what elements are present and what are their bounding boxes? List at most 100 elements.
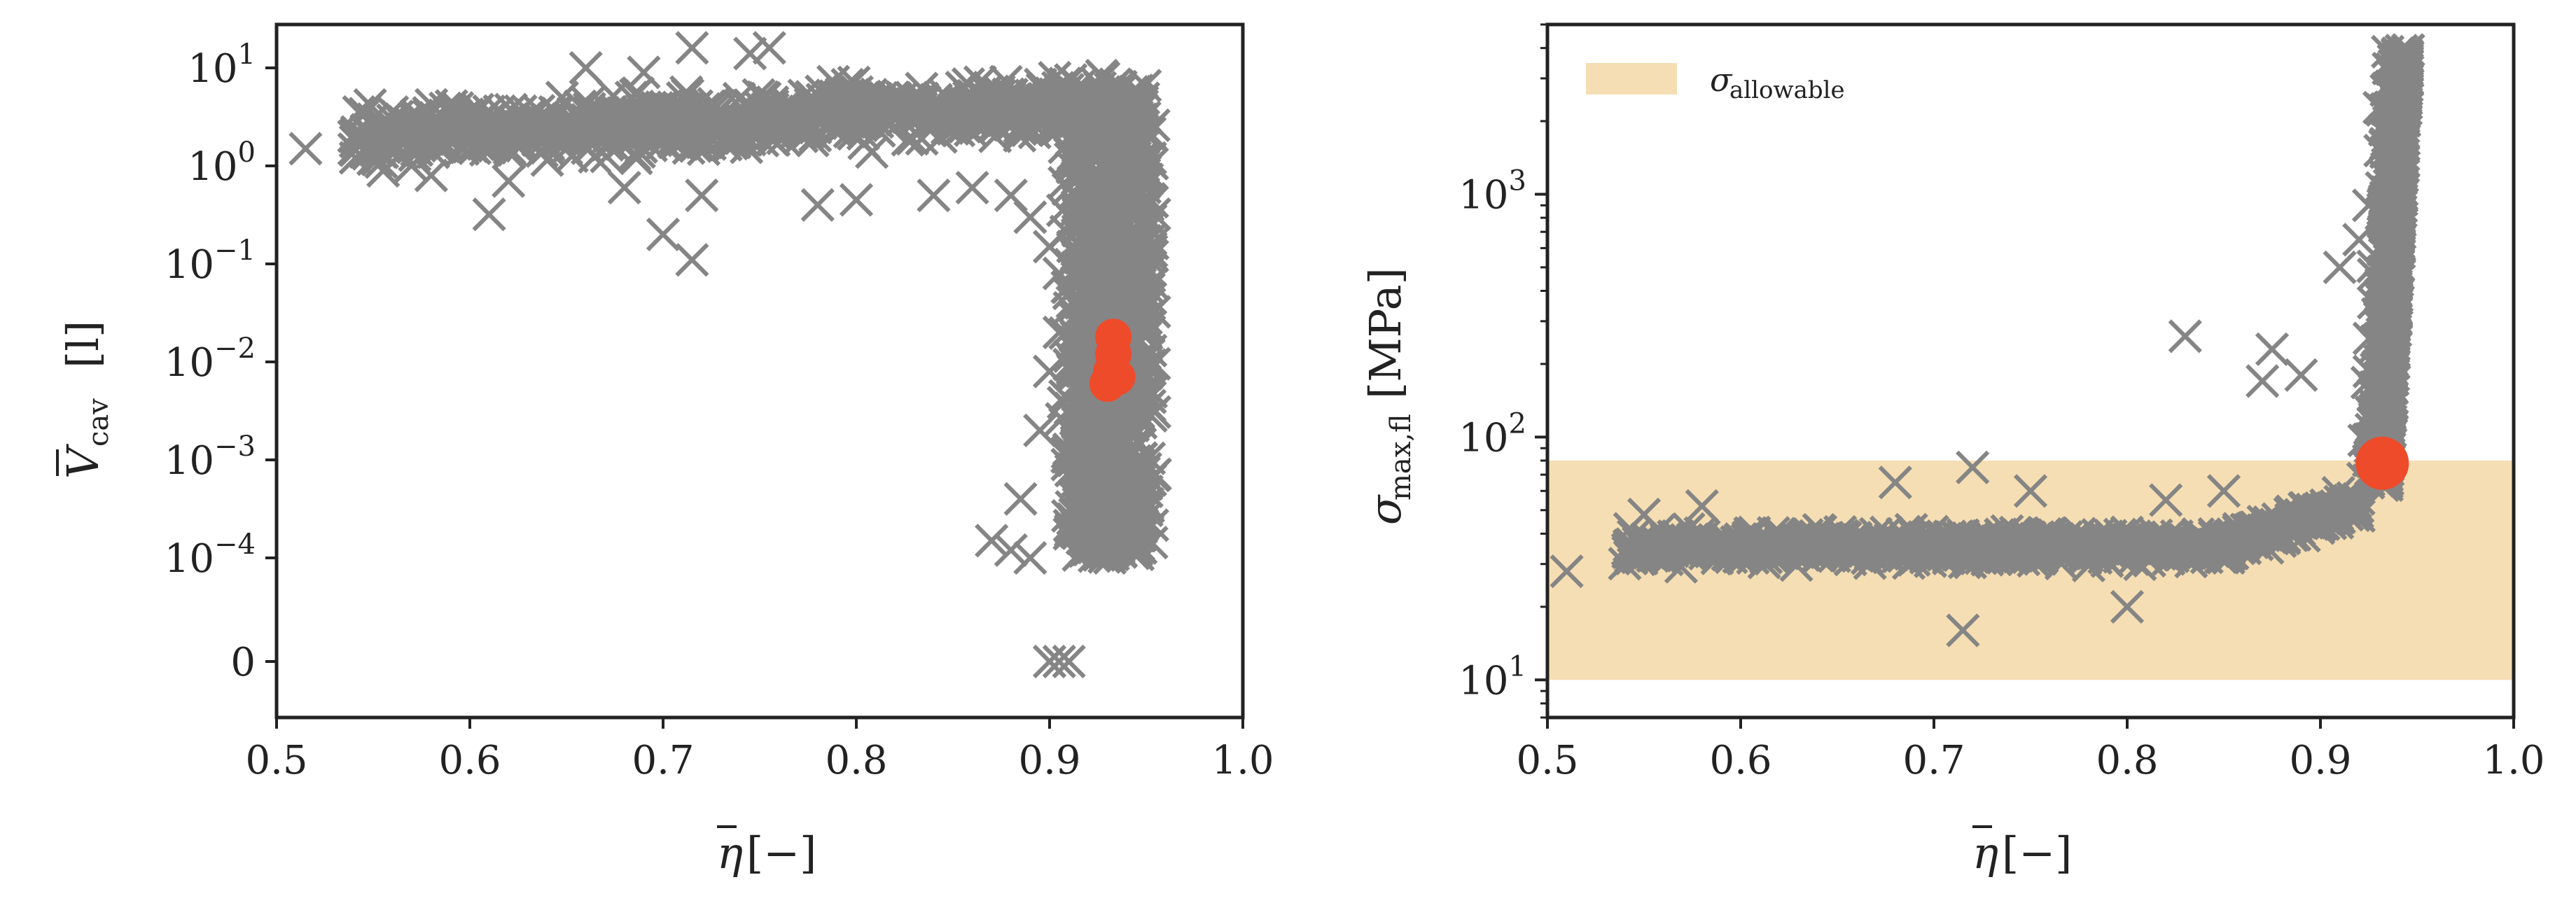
left-scatter-mark	[1134, 281, 1168, 316]
right-x-axis-label: η [−]	[1972, 825, 2072, 878]
right-y-tick-label: 102	[1458, 407, 1526, 461]
right-scatter-mark	[2149, 483, 2183, 517]
right-x-tick-label: 0.9	[2289, 738, 2351, 783]
left-scatter-mark	[1075, 270, 1110, 304]
left-x-tick-label: 0.5	[245, 738, 307, 783]
left-scatter-mark	[752, 31, 786, 65]
right-scatter-mark	[2369, 344, 2403, 379]
right-scatter-mark	[2003, 530, 2038, 564]
right-scatter-mark	[1675, 529, 1709, 564]
left-scatter-mark	[1089, 211, 1125, 246]
left-scatter-mark	[833, 87, 868, 121]
left-y-tick-label: 101	[188, 38, 256, 92]
legend-sub: allowable	[1729, 76, 1845, 104]
left-scatter-mark	[1122, 224, 1156, 258]
left-scatter-mark	[584, 111, 618, 146]
left-scatter-mark	[1061, 538, 1096, 573]
left-scatter-mark	[461, 92, 495, 127]
right-scatter-points	[1550, 33, 2425, 648]
right-scatter-mark	[2170, 528, 2204, 563]
left-scatter-mark	[685, 178, 719, 213]
left-y-tick-label: 10−2	[165, 332, 256, 386]
left-scatter-mark	[1013, 540, 1047, 575]
left-scatter-mark	[1003, 482, 1038, 516]
left-scatter-mark	[895, 122, 930, 156]
left-scatter-mark	[1110, 393, 1144, 428]
right-scatter-mark	[2367, 410, 2402, 444]
right-y-ticks: 101 102 103	[1458, 23, 1547, 719]
left-scatter-mark	[472, 197, 506, 232]
right-panel: 0.5 0.6 0.7 0.8 0.9 1.0 101 102 103 σ allowable…	[1360, 22, 2545, 878]
left-scatter-mark	[860, 95, 894, 130]
left-scatter-mark	[994, 77, 1029, 112]
left-ylabel-sub: cav	[83, 398, 115, 447]
right-scatter-mark	[1627, 497, 1662, 532]
left-x-tick-label: 0.8	[825, 738, 887, 783]
left-scatter-mark	[1028, 91, 1063, 126]
right-x-tick-label: 0.6	[1709, 738, 1771, 783]
right-scatter-mark	[2376, 246, 2411, 281]
left-scatter-mark	[1052, 644, 1086, 679]
left-scatter-mark	[1117, 520, 1151, 554]
left-x-tick-label: 0.6	[438, 738, 501, 783]
right-scatter-mark	[1940, 537, 1975, 572]
left-scatter-mark	[675, 31, 709, 65]
left-x-tick-label: 1.0	[1211, 738, 1274, 783]
right-x-tick-label: 0.5	[1516, 738, 1578, 783]
right-scatter-mark	[1947, 528, 1982, 562]
left-scatter-mark	[510, 119, 545, 153]
left-scatter-mark	[1123, 463, 1157, 498]
left-scatter-mark	[690, 115, 724, 150]
right-scatter-mark	[2004, 522, 2039, 556]
left-x-axis-label: η [−]	[717, 825, 816, 878]
right-scatter-mark	[2376, 169, 2411, 203]
right-scatter-mark	[2386, 138, 2421, 172]
right-scatter-mark	[2161, 531, 2196, 565]
left-scatter-mark	[1077, 480, 1112, 514]
right-scatter-mark	[2207, 524, 2241, 558]
left-scatter-mark	[607, 170, 641, 205]
right-y-tick-label: 103	[1458, 164, 1526, 218]
right-scatter-mark	[1946, 613, 1980, 648]
left-y-tick-label: 10−4	[165, 528, 256, 582]
left-scatter-mark	[550, 104, 584, 138]
right-scatter-mark	[1685, 489, 1719, 524]
left-scatter-mark	[756, 106, 791, 141]
left-scatter-mark	[994, 108, 1029, 143]
left-scatter-mark	[1045, 193, 1080, 227]
right-scatter-mark	[2319, 502, 2353, 536]
right-scatter-mark	[2323, 250, 2357, 285]
left-scatter-mark	[657, 113, 692, 148]
left-scatter-mark	[549, 132, 584, 166]
right-scatter-mark	[2253, 516, 2288, 551]
left-scatter-mark	[839, 183, 874, 217]
left-scatter-mark	[1106, 262, 1141, 296]
left-scatter-mark	[1129, 493, 1164, 528]
left-scatter-mark	[1032, 354, 1067, 388]
left-scatter-mark	[493, 109, 527, 144]
right-scatter-mark	[2390, 45, 2425, 79]
left-scatter-mark	[736, 113, 770, 147]
left-scatter-mark	[963, 65, 997, 99]
left-scatter-mark	[356, 102, 391, 136]
left-scatter-mark	[1088, 182, 1122, 216]
left-scatter-mark	[646, 217, 681, 251]
left-scatter-mark	[1121, 529, 1155, 564]
right-scatter-mark	[2379, 296, 2414, 330]
left-scatter-mark	[452, 119, 487, 153]
left-ylabel-unit: [l]	[57, 321, 109, 368]
left-scatter-mark	[399, 98, 434, 132]
left-scatter-mark	[627, 55, 661, 90]
right-scatter-mark	[2068, 522, 2103, 556]
right-scatter-mark	[1878, 465, 1912, 500]
left-x-tick-label: 0.9	[1018, 738, 1080, 783]
left-x-tick-label: 0.7	[632, 738, 694, 783]
left-scatter-mark	[1023, 413, 1057, 447]
right-scatter-mark	[1550, 554, 1584, 589]
right-scatter-mark	[2378, 76, 2412, 110]
left-scatter-mark	[756, 103, 790, 137]
left-scatter-mark	[1135, 146, 1169, 181]
left-scatter-mark	[1134, 203, 1168, 237]
legend-swatch	[1586, 63, 1677, 94]
